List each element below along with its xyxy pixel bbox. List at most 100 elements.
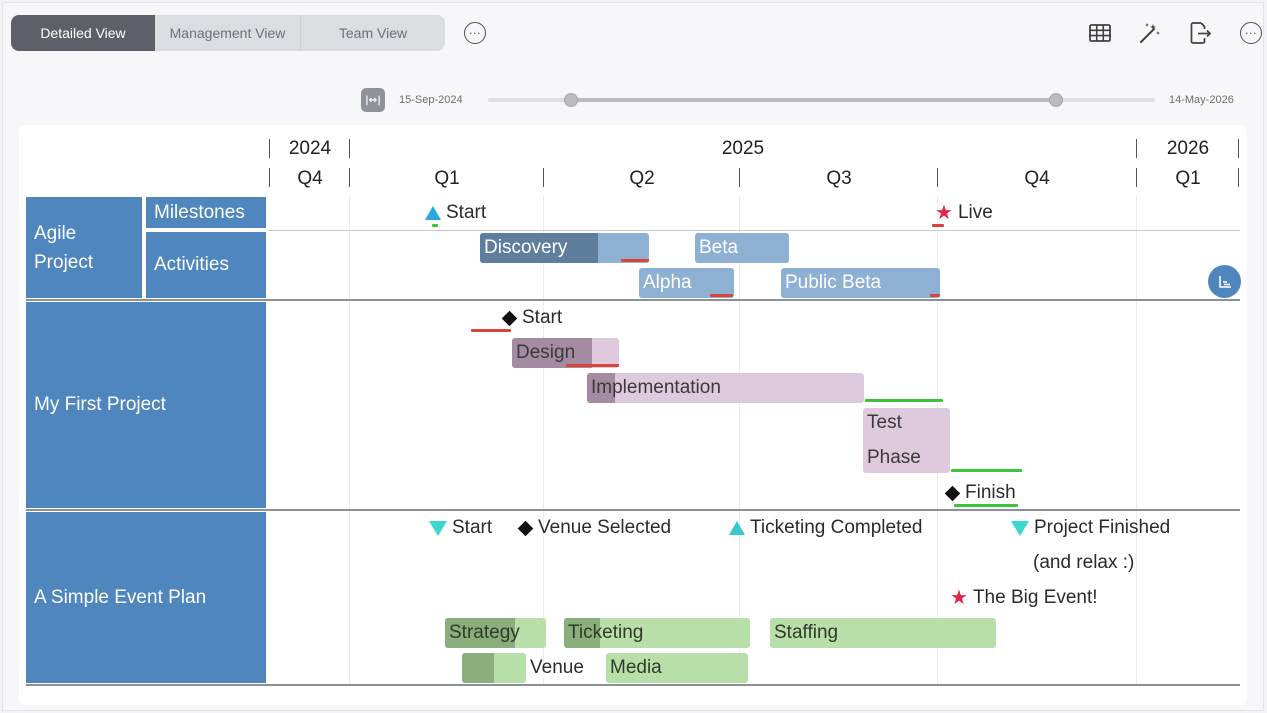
activity-bar[interactable]: Design — [512, 338, 619, 368]
row-label-agile-project[interactable]: Agile Project — [26, 197, 142, 298]
quarter-divider — [1238, 168, 1239, 187]
activity-bar[interactable]: Media — [606, 653, 748, 683]
triangle-up-icon — [729, 521, 745, 535]
diamond-icon — [944, 485, 961, 501]
milestone[interactable]: Start — [429, 515, 492, 541]
quarter-divider — [543, 168, 544, 187]
quarter-divider — [1136, 168, 1137, 187]
activity-label: Phase — [867, 447, 921, 468]
table-icon[interactable] — [1088, 21, 1112, 45]
magic-wand-icon[interactable] — [1138, 21, 1162, 45]
activity-bar[interactable]: Ticketing — [564, 618, 750, 648]
milestone[interactable]: Start — [501, 305, 562, 331]
year-label: 2024 — [288, 138, 332, 159]
progress-fill — [564, 618, 600, 648]
activity-bar[interactable]: Staffing — [770, 618, 996, 648]
milestone-label: Finish — [965, 482, 1016, 503]
activity-label: Ticketing — [568, 622, 644, 643]
year-divider — [1238, 139, 1239, 158]
activity-label: Strategy — [449, 622, 520, 643]
triangle-down-icon — [1011, 520, 1029, 536]
progress-fill — [462, 653, 494, 683]
view-options-icon[interactable]: ··· — [464, 22, 486, 44]
export-icon[interactable] — [1188, 21, 1212, 45]
row-separator — [26, 509, 1240, 511]
milestone[interactable]: ★ Live — [935, 200, 993, 226]
fit-range-icon[interactable]: |↔| — [361, 88, 385, 112]
year-divider — [1136, 139, 1137, 158]
milestone[interactable]: Finish — [944, 480, 1016, 506]
on-time-indicator — [954, 504, 1018, 507]
late-indicator — [621, 259, 649, 262]
tab-management-view[interactable]: Management View — [155, 15, 301, 51]
row-label-my-first-project[interactable]: My First Project — [26, 302, 266, 508]
quarter-label: Q3 — [826, 168, 852, 189]
activity-bar[interactable]: Test Phase — [863, 408, 950, 473]
milestone-label-continued: (and relax :) — [1033, 552, 1135, 573]
range-start-date: 15-Sep-2024 — [399, 94, 463, 106]
quarter-label: Q4 — [297, 168, 323, 189]
range-end-handle[interactable] — [1049, 93, 1063, 107]
activity-bar[interactable]: Strategy — [445, 618, 546, 648]
row-separator — [26, 299, 1240, 301]
activity-label: Discovery — [484, 237, 568, 258]
milestone-label: Venue Selected — [538, 517, 672, 538]
late-indicator — [471, 329, 511, 332]
gridline — [543, 196, 544, 686]
on-time-indicator — [951, 469, 1022, 472]
row-label-simple-event-plan[interactable]: A Simple Event Plan — [26, 512, 266, 683]
gridline — [349, 196, 350, 686]
swimlane-separator — [268, 230, 1240, 231]
year-label: 2026 — [1166, 138, 1210, 159]
range-start-handle[interactable] — [564, 93, 578, 107]
milestone-label: Ticketing Completed — [750, 517, 923, 538]
activity-label-outside: Venue — [530, 657, 584, 678]
milestone[interactable]: Venue Selected — [517, 515, 671, 541]
view-tabs: Detailed View Management View Team View — [11, 15, 445, 51]
diamond-icon — [501, 310, 518, 326]
chart-icon — [1218, 275, 1231, 288]
on-time-indicator — [865, 399, 943, 402]
range-end-date: 14-May-2026 — [1169, 94, 1234, 106]
quarter-divider — [739, 168, 740, 187]
milestone[interactable]: Project Finished — [1011, 515, 1170, 541]
late-indicator — [932, 224, 944, 227]
more-icon[interactable]: ··· — [1240, 22, 1262, 44]
activity-bar[interactable]: Implementation — [587, 373, 864, 403]
quarter-label: Q1 — [1175, 168, 1201, 189]
quarter-label: Q1 — [434, 168, 460, 189]
progress-fill — [480, 233, 598, 263]
late-indicator — [566, 364, 619, 367]
milestone-label: Live — [957, 202, 993, 223]
star-icon: ★ — [950, 587, 968, 609]
activity-label: Beta — [699, 237, 739, 258]
tab-detailed-view[interactable]: Detailed View — [11, 15, 155, 51]
milestone-label: Project Finished — [1034, 517, 1171, 538]
milestone[interactable]: ★ The Big Event! — [950, 585, 1098, 611]
chart-settings-button[interactable] — [1208, 265, 1241, 298]
swimlane-milestones[interactable]: Milestones — [146, 197, 266, 228]
milestone-label: Start — [452, 517, 493, 538]
activity-bar[interactable]: Beta — [695, 233, 789, 263]
activity-label: Alpha — [643, 272, 692, 293]
milestone-label: Start — [522, 307, 563, 328]
activity-bar[interactable]: Alpha — [639, 268, 734, 298]
tab-team-view[interactable]: Team View — [338, 25, 408, 41]
activity-bar[interactable]: Public Beta — [781, 268, 940, 298]
star-icon: ★ — [935, 202, 953, 224]
milestone[interactable]: Ticketing Completed — [729, 515, 922, 541]
milestone[interactable]: Start — [425, 200, 486, 226]
row-label-text: Agile Project — [34, 222, 94, 273]
activity-label: Design — [516, 342, 576, 363]
swimlane-activities[interactable]: Activities — [146, 232, 266, 298]
activity-label: Public Beta — [785, 272, 882, 293]
activity-bar[interactable] — [462, 653, 526, 683]
year-label: 2025 — [721, 138, 765, 159]
activity-label: Test — [867, 412, 902, 433]
triangle-up-icon — [425, 206, 441, 220]
activity-bar[interactable]: Discovery — [480, 233, 649, 263]
quarter-divider — [937, 168, 938, 187]
gridline — [1136, 196, 1137, 686]
triangle-down-icon — [429, 520, 447, 536]
quarter-label: Q2 — [629, 168, 655, 189]
